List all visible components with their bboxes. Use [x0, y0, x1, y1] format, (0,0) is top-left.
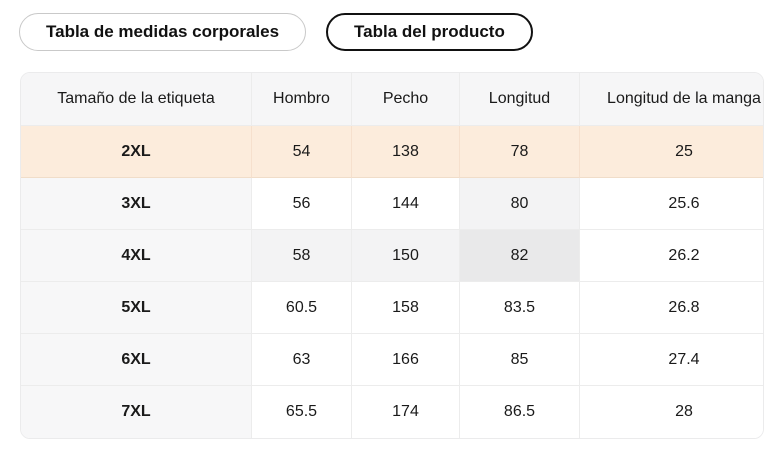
cell-4xl-longitud[interactable]: 82 — [460, 230, 580, 282]
cell-6xl-longitud[interactable]: 85 — [460, 334, 580, 386]
cell-4xl-longitud-de-la-manga[interactable]: 26.2 — [580, 230, 763, 282]
header-longitud: Longitud — [460, 73, 580, 126]
row-label-5xl[interactable]: 5XL — [21, 282, 252, 334]
row-label-4xl[interactable]: 4XL — [21, 230, 252, 282]
size-table-container: Tamaño de la etiqueta Hombro Pecho Longitud… — [20, 72, 764, 439]
row-label-3xl[interactable]: 3XL — [21, 178, 252, 230]
cell-7xl-longitud[interactable]: 86.5 — [460, 386, 580, 438]
tab-product-table[interactable]: Tabla del producto — [326, 13, 533, 51]
cell-3xl-longitud[interactable]: 80 — [460, 178, 580, 230]
header-longitud-de-la-manga: Longitud de la manga — [580, 73, 763, 126]
cell-2xl-longitud[interactable]: 78 — [460, 126, 580, 178]
cell-6xl-longitud-de-la-manga[interactable]: 27.4 — [580, 334, 763, 386]
size-table: Tamaño de la etiqueta Hombro Pecho Longitud… — [21, 73, 763, 438]
cell-6xl-pecho[interactable]: 166 — [352, 334, 460, 386]
cell-5xl-longitud-de-la-manga[interactable]: 26.8 — [580, 282, 763, 334]
cell-4xl-pecho[interactable]: 150 — [352, 230, 460, 282]
cell-5xl-pecho[interactable]: 158 — [352, 282, 460, 334]
row-label-7xl[interactable]: 7XL — [21, 386, 252, 438]
cell-4xl-hombro[interactable]: 58 — [252, 230, 352, 282]
cell-5xl-hombro[interactable]: 60.5 — [252, 282, 352, 334]
cell-7xl-hombro[interactable]: 65.5 — [252, 386, 352, 438]
row-label-2xl[interactable]: 2XL — [21, 126, 252, 178]
cell-2xl-hombro[interactable]: 54 — [252, 126, 352, 178]
cell-3xl-hombro[interactable]: 56 — [252, 178, 352, 230]
row-label-6xl[interactable]: 6XL — [21, 334, 252, 386]
cell-6xl-hombro[interactable]: 63 — [252, 334, 352, 386]
header-tama-o-de-la-etiqueta: Tamaño de la etiqueta — [21, 73, 252, 126]
cell-5xl-longitud[interactable]: 83.5 — [460, 282, 580, 334]
cell-2xl-pecho[interactable]: 138 — [352, 126, 460, 178]
size-chart-tabs: Tabla de medidas corporales Tabla del pr… — [19, 13, 533, 51]
tab-body-measurements[interactable]: Tabla de medidas corporales — [19, 13, 307, 51]
cell-2xl-longitud-de-la-manga[interactable]: 25 — [580, 126, 763, 178]
cell-3xl-pecho[interactable]: 144 — [352, 178, 460, 230]
cell-7xl-pecho[interactable]: 174 — [352, 386, 460, 438]
header-pecho: Pecho — [352, 73, 460, 126]
header-hombro: Hombro — [252, 73, 352, 126]
cell-7xl-longitud-de-la-manga[interactable]: 28 — [580, 386, 763, 438]
cell-3xl-longitud-de-la-manga[interactable]: 25.6 — [580, 178, 763, 230]
